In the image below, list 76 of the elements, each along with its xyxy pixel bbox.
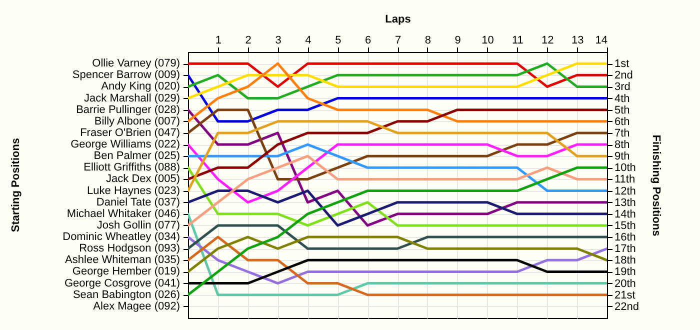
text: George Hember (019) <box>72 266 180 278</box>
y-tick-label: 11th <box>614 174 636 186</box>
line-series <box>188 74 607 123</box>
x-tick-label: 10 <box>482 34 494 46</box>
text: Luke Haynes (023) <box>87 184 180 197</box>
y-tick-label: 16th <box>614 232 636 244</box>
y-axis-title: Finishing Positions <box>650 134 662 236</box>
y-tick-label: 14th <box>614 208 636 220</box>
line-series <box>188 108 607 180</box>
text: Elliott Griffiths (088) <box>84 162 180 174</box>
text: Ashlee Whiteman (035) <box>65 254 180 266</box>
line-series <box>188 166 607 227</box>
y-tick-label: 1st <box>614 58 630 70</box>
text: George Cosgrove (041) <box>64 277 180 290</box>
x-tick-label: 11 <box>512 34 524 46</box>
line-series <box>188 62 607 123</box>
y-tick-label: 4th <box>614 92 630 105</box>
line-series <box>188 154 607 227</box>
x-tick-label: 14 <box>595 34 608 46</box>
line-series <box>188 143 607 204</box>
text: Fraser O'Brien (047) <box>80 126 180 139</box>
x-tick-label: 8 <box>424 34 431 46</box>
line-series <box>188 166 607 296</box>
y-tick-label: 12th <box>614 185 636 198</box>
text: Ollie Varney (079) <box>92 58 180 70</box>
line-series <box>188 236 607 273</box>
x-tick-label: 12 <box>542 34 554 46</box>
text: Jack Dex (005) <box>106 173 180 186</box>
x-tick-label: 9 <box>454 34 461 46</box>
y-tick-label: 15th <box>614 220 636 232</box>
text: Andy King (020) <box>101 80 180 93</box>
line-series <box>188 120 607 192</box>
y-tick-label: 18th <box>614 254 636 267</box>
text: Billy Albone (007) <box>94 115 180 128</box>
x-tick-label: 6 <box>365 34 372 46</box>
text: Alex Magee (092) <box>93 300 180 312</box>
x-tick-label: 1 <box>215 34 222 46</box>
text: George Williams (022) <box>70 138 180 151</box>
text: Dominic Wheatley (034) <box>62 231 180 244</box>
y-tick-label: 2nd <box>614 70 633 82</box>
text: Michael Whitaker (046) <box>66 208 180 220</box>
line-series <box>188 108 607 227</box>
y-tick-label: 22nd <box>614 300 639 313</box>
y-tick-label: 10th <box>614 162 636 174</box>
x-tick-label: 4 <box>305 34 312 46</box>
y-tick-label: 3rd <box>614 81 630 94</box>
y-tick-label: 19th <box>614 266 636 278</box>
y-tick-label: 6th <box>614 116 630 128</box>
y-tick-label: 9th <box>614 150 630 163</box>
line-series <box>188 236 607 296</box>
x-axis-title: Laps <box>385 14 411 26</box>
text: Josh Gollin (077) <box>96 219 180 232</box>
x-tick-label: 3 <box>275 34 282 46</box>
line-series <box>188 143 607 192</box>
text: Starting Positions <box>10 138 22 232</box>
text: Ben Palmer (025) <box>94 150 180 162</box>
y-tick-label: 20th <box>614 278 636 290</box>
text: Daniel Tate (037) <box>96 196 180 208</box>
line-series <box>188 190 607 227</box>
line-series <box>188 236 607 285</box>
x-tick-label: 2 <box>245 34 252 46</box>
y-tick-label: 13th <box>614 196 636 209</box>
y-tick-label: 8th <box>614 139 630 152</box>
y-tick-label: 5th <box>614 104 630 116</box>
x-tick-label: 5 <box>335 34 342 46</box>
y-tick-label: 21st <box>614 289 636 302</box>
text: Barrie Pullinger (028) <box>76 104 180 116</box>
text: Spencer Barrow (009) <box>72 69 180 82</box>
text: Ross Hodgson (093) <box>79 242 180 255</box>
y-tick-label: 17th <box>614 243 636 256</box>
x-tick-label: 13 <box>571 34 584 46</box>
text: Jack Marshall (029) <box>84 92 180 104</box>
line-series <box>188 62 607 100</box>
text: Sean Babington (026) <box>72 288 180 301</box>
x-tick-label: 7 <box>394 34 402 46</box>
y-tick-label: 7th <box>614 127 630 140</box>
